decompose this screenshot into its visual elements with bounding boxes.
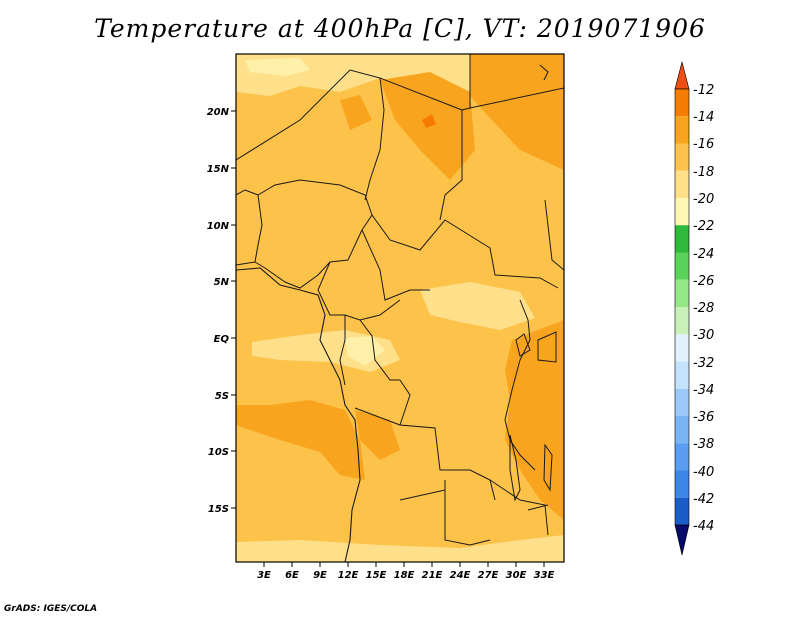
colorbar-swatch — [675, 361, 689, 389]
colorbar-swatch — [675, 116, 689, 144]
lon-label-15e: 15E — [366, 570, 387, 581]
lat-label-15n: 15N — [207, 164, 230, 175]
lat-label-20n: 20N — [207, 107, 230, 118]
colorbar-swatch — [675, 416, 689, 444]
lon-label-18e: 18E — [394, 570, 415, 581]
lon-label-33e: 33E — [534, 570, 555, 581]
longitude-axis: 3E 6E 9E 12E 15E 18E 21E 24E 27E 30E 33E — [257, 562, 555, 581]
band-12-patch — [422, 114, 436, 128]
band-18-equatorial-east — [420, 282, 535, 330]
lon-label-24e: 24E — [450, 570, 471, 581]
band-20-equatorial — [345, 336, 385, 366]
lon-label-12e: 12E — [338, 570, 359, 581]
colorbar-labels: -12 -14 -16 -18 -20 -22 -24 -26 -28 -30 … — [693, 83, 714, 534]
band-14-southwest — [236, 400, 365, 480]
plot-frame — [235, 53, 565, 563]
colorbar-swatch — [675, 170, 689, 198]
colorbar-label: -34 — [693, 383, 714, 398]
band-14-patch — [340, 95, 372, 130]
band-14-angola — [355, 410, 400, 460]
colorbar-swatch — [675, 307, 689, 335]
band-18-south — [236, 535, 564, 562]
colorbar-label: -28 — [693, 301, 714, 316]
lon-label-3e: 3E — [257, 570, 271, 581]
colorbar-label: -40 — [693, 465, 714, 480]
colorbar-label: -42 — [693, 492, 714, 507]
temperature-field — [236, 54, 564, 562]
colorbar-swatch — [675, 497, 689, 525]
map-title: Temperature at 400hPa [C], VT: 201907190… — [94, 14, 706, 43]
colorbar-label: -38 — [693, 437, 714, 452]
colorbar-swatch — [675, 388, 689, 416]
band-20-north — [245, 58, 310, 76]
colorbar-label: -36 — [693, 410, 714, 425]
colorbar-outline — [674, 88, 690, 526]
lat-label-5n: 5N — [214, 277, 230, 288]
lon-label-9e: 9E — [313, 570, 327, 581]
colorbar-label: -20 — [693, 192, 714, 207]
band-14-northeast — [470, 54, 564, 170]
colorbar-swatch — [675, 89, 689, 117]
lon-label-21e: 21E — [422, 570, 443, 581]
lat-label-10n: 10N — [207, 221, 230, 232]
colorbar-label: -22 — [693, 219, 714, 234]
colorbar-label: -16 — [693, 137, 714, 152]
lat-label-10s: 10S — [208, 447, 229, 458]
colorbar-label: -30 — [693, 328, 714, 343]
colorbar-label: -18 — [693, 165, 714, 180]
colorbar-swatch — [675, 198, 689, 226]
lat-label-15s: 15S — [208, 504, 229, 515]
band-14-east — [505, 320, 564, 520]
colorbar-swatch — [675, 252, 689, 280]
colorbar-label: -12 — [693, 83, 714, 98]
colorbar-swatch — [675, 143, 689, 171]
colorbar-swatch — [675, 225, 689, 253]
colorbar-cap-bottom — [674, 524, 690, 556]
lat-label-5s: 5S — [215, 391, 229, 402]
colorbar-label: -44 — [693, 519, 714, 534]
colorbar-label: -14 — [693, 110, 714, 125]
colorbar-swatch — [675, 470, 689, 498]
country-borders — [236, 54, 564, 562]
latitude-axis: 20N 15N 10N 5N EQ 5S 10S 15S — [207, 107, 236, 515]
lat-label-eq: EQ — [214, 334, 230, 345]
colorbar-label: -32 — [693, 356, 714, 371]
lon-label-30e: 30E — [506, 570, 527, 581]
colorbar — [674, 60, 690, 556]
lon-label-27e: 27E — [478, 570, 499, 581]
colorbar-label: -24 — [693, 247, 714, 262]
colorbar-cap-top — [674, 60, 690, 90]
colorbar-swatch — [675, 279, 689, 307]
lon-label-6e: 6E — [285, 570, 299, 581]
grads-credit: GrADS: IGES/COLA — [4, 604, 98, 614]
colorbar-label: -26 — [693, 274, 714, 289]
colorbar-swatch — [675, 443, 689, 471]
colorbar-swatch — [675, 334, 689, 362]
